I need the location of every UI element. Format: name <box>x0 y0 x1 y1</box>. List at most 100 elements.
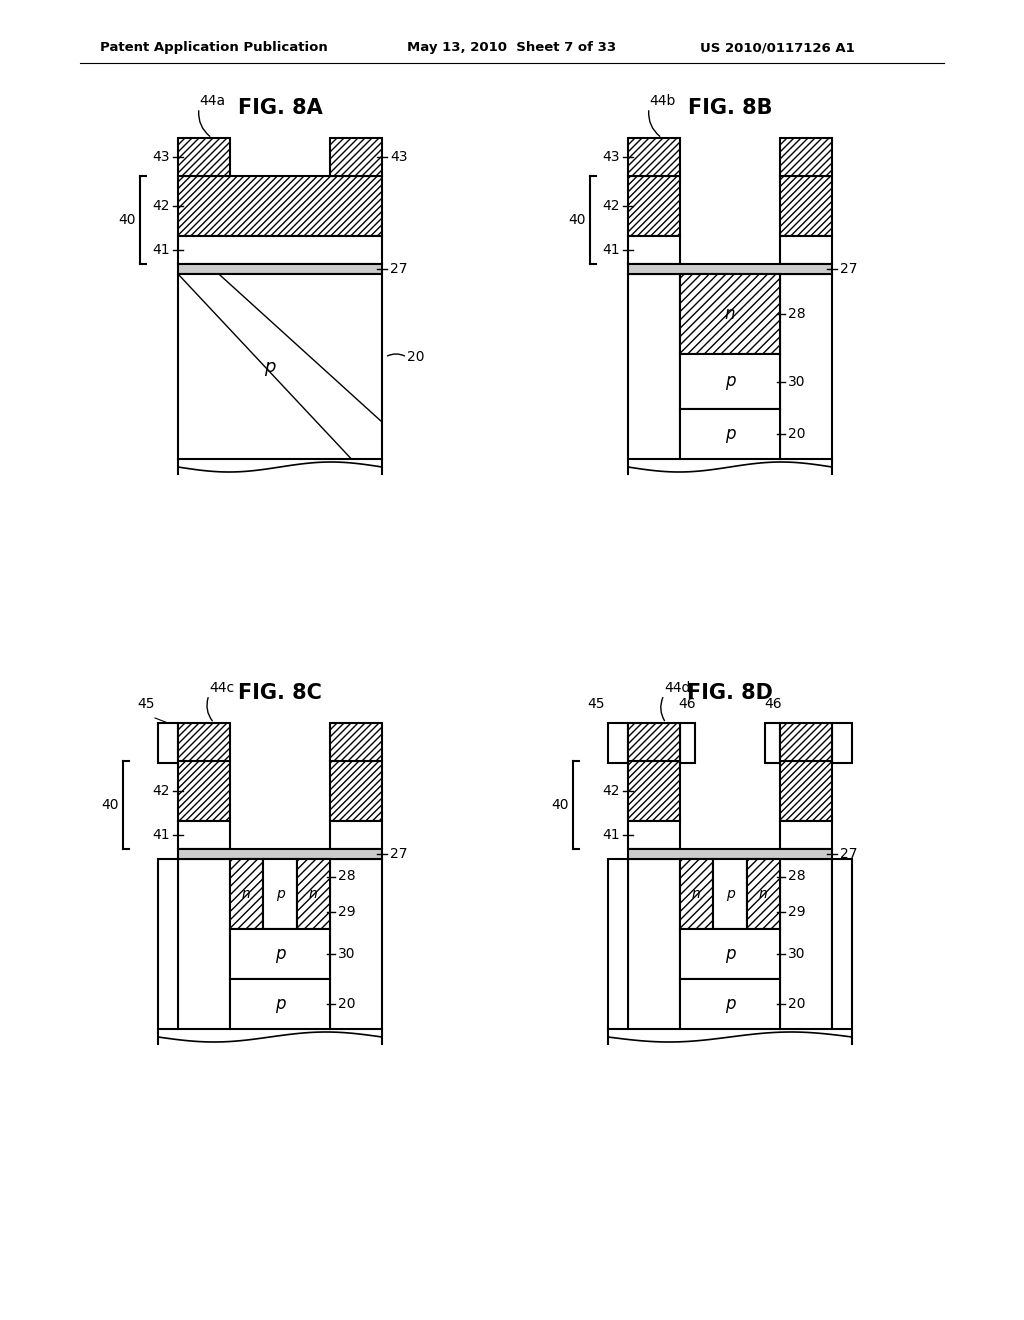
Text: 43: 43 <box>153 150 170 164</box>
Bar <box>680 723 695 763</box>
Bar <box>178 176 382 236</box>
Text: 27: 27 <box>390 261 408 276</box>
Text: p: p <box>726 887 734 902</box>
Text: 45: 45 <box>588 697 605 711</box>
Bar <box>158 723 178 763</box>
Text: p: p <box>275 887 285 902</box>
Bar <box>765 723 780 763</box>
Text: n: n <box>308 887 317 902</box>
Bar <box>680 354 780 409</box>
Bar <box>178 723 230 762</box>
Bar <box>680 859 713 929</box>
Text: n: n <box>725 305 735 323</box>
Bar <box>330 821 382 849</box>
Text: 43: 43 <box>602 150 620 164</box>
Text: FIG. 8A: FIG. 8A <box>238 98 323 117</box>
Bar <box>330 139 382 176</box>
Bar <box>178 849 382 859</box>
Bar <box>178 264 382 275</box>
Bar <box>780 762 831 821</box>
Text: 20: 20 <box>338 997 355 1011</box>
Text: 20: 20 <box>788 426 806 441</box>
Text: 42: 42 <box>153 784 170 799</box>
Bar <box>780 821 831 849</box>
Text: 41: 41 <box>602 828 620 842</box>
Text: 29: 29 <box>338 904 355 919</box>
Bar <box>780 859 831 1030</box>
Text: n: n <box>242 887 251 902</box>
Bar <box>780 236 831 264</box>
Bar <box>330 723 382 762</box>
Bar <box>178 139 230 176</box>
Text: 29: 29 <box>788 904 806 919</box>
Bar <box>746 859 780 929</box>
Bar <box>263 859 297 929</box>
Bar <box>628 264 831 275</box>
Bar <box>780 176 831 236</box>
Text: 46: 46 <box>764 697 781 711</box>
Bar <box>831 859 852 1030</box>
Text: 27: 27 <box>840 261 857 276</box>
Bar <box>628 849 831 859</box>
Text: 41: 41 <box>602 243 620 257</box>
Bar <box>628 821 680 849</box>
Text: 30: 30 <box>338 946 355 961</box>
Bar <box>178 236 382 264</box>
Bar <box>628 723 680 762</box>
Text: FIG. 8C: FIG. 8C <box>238 682 322 704</box>
Bar <box>608 859 628 1030</box>
Text: 30: 30 <box>788 946 806 961</box>
Bar <box>628 139 680 176</box>
Bar <box>680 409 780 459</box>
Text: 28: 28 <box>788 870 806 883</box>
Text: 27: 27 <box>840 847 857 861</box>
Bar <box>608 723 628 763</box>
Bar <box>230 929 330 979</box>
Bar <box>713 859 746 929</box>
Text: 40: 40 <box>568 213 586 227</box>
Bar <box>628 275 680 459</box>
Bar <box>330 762 382 821</box>
Text: 30: 30 <box>788 375 806 388</box>
Text: 42: 42 <box>602 199 620 213</box>
Text: May 13, 2010  Sheet 7 of 33: May 13, 2010 Sheet 7 of 33 <box>408 41 616 54</box>
Bar <box>680 979 780 1030</box>
Bar <box>680 275 780 354</box>
Text: 41: 41 <box>153 828 170 842</box>
Bar <box>178 275 382 459</box>
Bar <box>680 929 780 979</box>
Bar <box>780 723 831 762</box>
Text: 20: 20 <box>788 997 806 1011</box>
Bar <box>831 723 852 763</box>
Text: 44b: 44b <box>649 94 676 108</box>
Text: n: n <box>759 887 767 902</box>
Bar <box>628 859 680 1030</box>
Bar <box>628 176 680 236</box>
Text: p: p <box>725 995 735 1012</box>
Bar <box>780 275 831 459</box>
Text: 43: 43 <box>390 150 408 164</box>
Text: FIG. 8B: FIG. 8B <box>688 98 772 117</box>
Text: 46: 46 <box>678 697 696 711</box>
Text: 44a: 44a <box>199 94 225 108</box>
Bar <box>330 859 382 1030</box>
Text: p: p <box>274 945 286 964</box>
Text: p: p <box>725 945 735 964</box>
Text: 40: 40 <box>552 799 569 812</box>
Bar <box>158 859 178 1030</box>
Text: 41: 41 <box>153 243 170 257</box>
Bar <box>628 236 680 264</box>
Text: 28: 28 <box>788 308 806 321</box>
Bar <box>178 762 230 821</box>
Text: 42: 42 <box>153 199 170 213</box>
Text: 44c: 44c <box>209 681 234 696</box>
Text: n: n <box>691 887 700 902</box>
Bar <box>297 859 330 929</box>
Bar <box>780 139 831 176</box>
Text: p: p <box>274 995 286 1012</box>
Text: FIG. 8D: FIG. 8D <box>687 682 773 704</box>
Text: p: p <box>725 425 735 444</box>
Text: 44d: 44d <box>664 681 690 696</box>
Text: 42: 42 <box>602 784 620 799</box>
Bar <box>628 762 680 821</box>
